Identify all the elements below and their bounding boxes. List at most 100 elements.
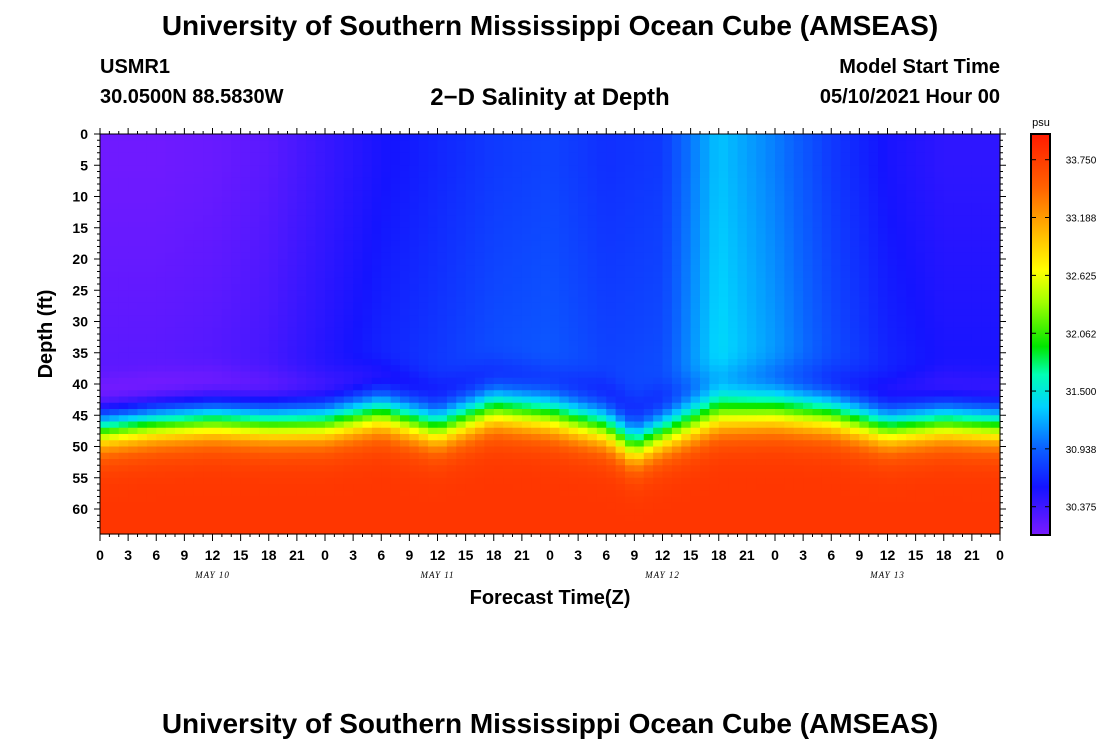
heatmap-cell — [756, 209, 767, 216]
heatmap-cell — [325, 246, 335, 254]
heatmap-cell — [418, 252, 429, 260]
heatmap-cell — [559, 409, 570, 416]
heatmap-cell — [681, 252, 692, 260]
heatmap-cell — [475, 484, 485, 491]
heatmap-cell — [128, 396, 139, 404]
heatmap-cell — [231, 265, 242, 273]
heatmap-cell — [653, 452, 664, 460]
heatmap-cell — [718, 390, 729, 398]
heatmap-cell — [343, 165, 354, 173]
heatmap-cell — [662, 334, 673, 341]
heatmap-cell — [231, 484, 242, 491]
heatmap-cell — [681, 146, 692, 154]
heatmap-cell — [625, 396, 635, 404]
heatmap-cell — [550, 521, 560, 529]
heatmap-cell — [606, 140, 617, 148]
heatmap-cell — [446, 271, 457, 279]
heatmap-cell — [362, 190, 373, 198]
heatmap-cell — [493, 465, 504, 473]
heatmap-cell — [653, 427, 664, 435]
heatmap-cell — [521, 421, 532, 429]
heatmap-cell — [240, 296, 251, 304]
heatmap-cell — [559, 184, 570, 191]
heatmap-cell — [203, 409, 214, 416]
heatmap-cell — [287, 234, 298, 241]
heatmap-cell — [371, 515, 382, 523]
heatmap-cell — [653, 234, 664, 241]
heatmap-cell — [531, 171, 542, 179]
heatmap-cell — [231, 159, 242, 166]
heatmap-cell — [803, 290, 814, 298]
heatmap-cell — [231, 446, 242, 454]
heatmap-cell — [690, 221, 701, 229]
heatmap-cell — [700, 152, 710, 160]
heatmap-cell — [681, 271, 692, 279]
heatmap-cell — [100, 346, 110, 354]
heatmap-cell — [756, 340, 767, 348]
heatmap-cell — [212, 446, 223, 454]
heatmap-cell — [175, 440, 185, 448]
heatmap-cell — [784, 421, 795, 429]
heatmap-cell — [596, 465, 607, 473]
heatmap-cell — [653, 265, 664, 273]
heatmap-cell — [100, 446, 110, 454]
heatmap-cell — [362, 334, 373, 341]
heatmap-cell — [475, 290, 485, 298]
heatmap-cell — [203, 140, 214, 148]
heatmap-cell — [531, 265, 542, 273]
heatmap-cell — [475, 496, 485, 504]
heatmap-cell — [409, 196, 420, 204]
heatmap-cell — [737, 527, 748, 535]
heatmap-cell — [681, 321, 692, 329]
heatmap-cell — [625, 302, 635, 310]
heatmap-cell — [193, 521, 204, 529]
heatmap-cell — [690, 152, 701, 160]
heatmap-cell — [765, 246, 776, 254]
heatmap-cell — [240, 165, 251, 173]
heatmap-cell — [446, 371, 457, 379]
heatmap-cell — [221, 134, 232, 141]
heatmap-cell — [390, 471, 401, 479]
heatmap-cell — [475, 177, 485, 185]
heatmap-cell — [465, 265, 476, 273]
heatmap-cell — [606, 171, 617, 179]
heatmap-cell — [156, 440, 167, 448]
heatmap-cell — [128, 284, 139, 291]
heatmap-cell — [709, 340, 720, 348]
heatmap-cell — [250, 471, 260, 479]
heatmap-cell — [362, 477, 373, 485]
heatmap-cell — [587, 465, 598, 473]
heatmap-cell — [559, 321, 570, 329]
heatmap-cell — [643, 165, 654, 173]
heatmap-cell — [418, 521, 429, 529]
heatmap-cell — [371, 409, 382, 416]
heatmap-cell — [231, 290, 242, 298]
heatmap-cell — [165, 215, 176, 223]
heatmap-cell — [475, 352, 485, 360]
heatmap-cell — [175, 521, 185, 529]
heatmap-cell — [193, 352, 204, 360]
heatmap-cell — [315, 402, 326, 410]
heatmap-cell — [587, 515, 598, 523]
heatmap-cell — [446, 140, 457, 148]
heatmap-cell — [775, 440, 785, 448]
heatmap-cell — [128, 409, 139, 416]
heatmap-cell — [184, 502, 195, 510]
heatmap-cell — [418, 290, 429, 298]
heatmap-cell — [184, 496, 195, 504]
heatmap-cell — [296, 196, 307, 204]
heatmap-cell — [493, 271, 504, 279]
heatmap-cell — [353, 277, 364, 285]
heatmap-cell — [662, 252, 673, 260]
heatmap-cell — [803, 452, 814, 460]
heatmap-cell — [578, 215, 589, 223]
heatmap-cell — [709, 234, 720, 241]
heatmap-cell — [390, 434, 401, 441]
heatmap-cell — [193, 165, 204, 173]
heatmap-cell — [512, 246, 523, 254]
heatmap-cell — [746, 377, 757, 385]
heatmap-cell — [568, 221, 579, 229]
heatmap-cell — [634, 346, 645, 354]
heatmap-cell — [203, 415, 214, 423]
heatmap-cell — [418, 296, 429, 304]
